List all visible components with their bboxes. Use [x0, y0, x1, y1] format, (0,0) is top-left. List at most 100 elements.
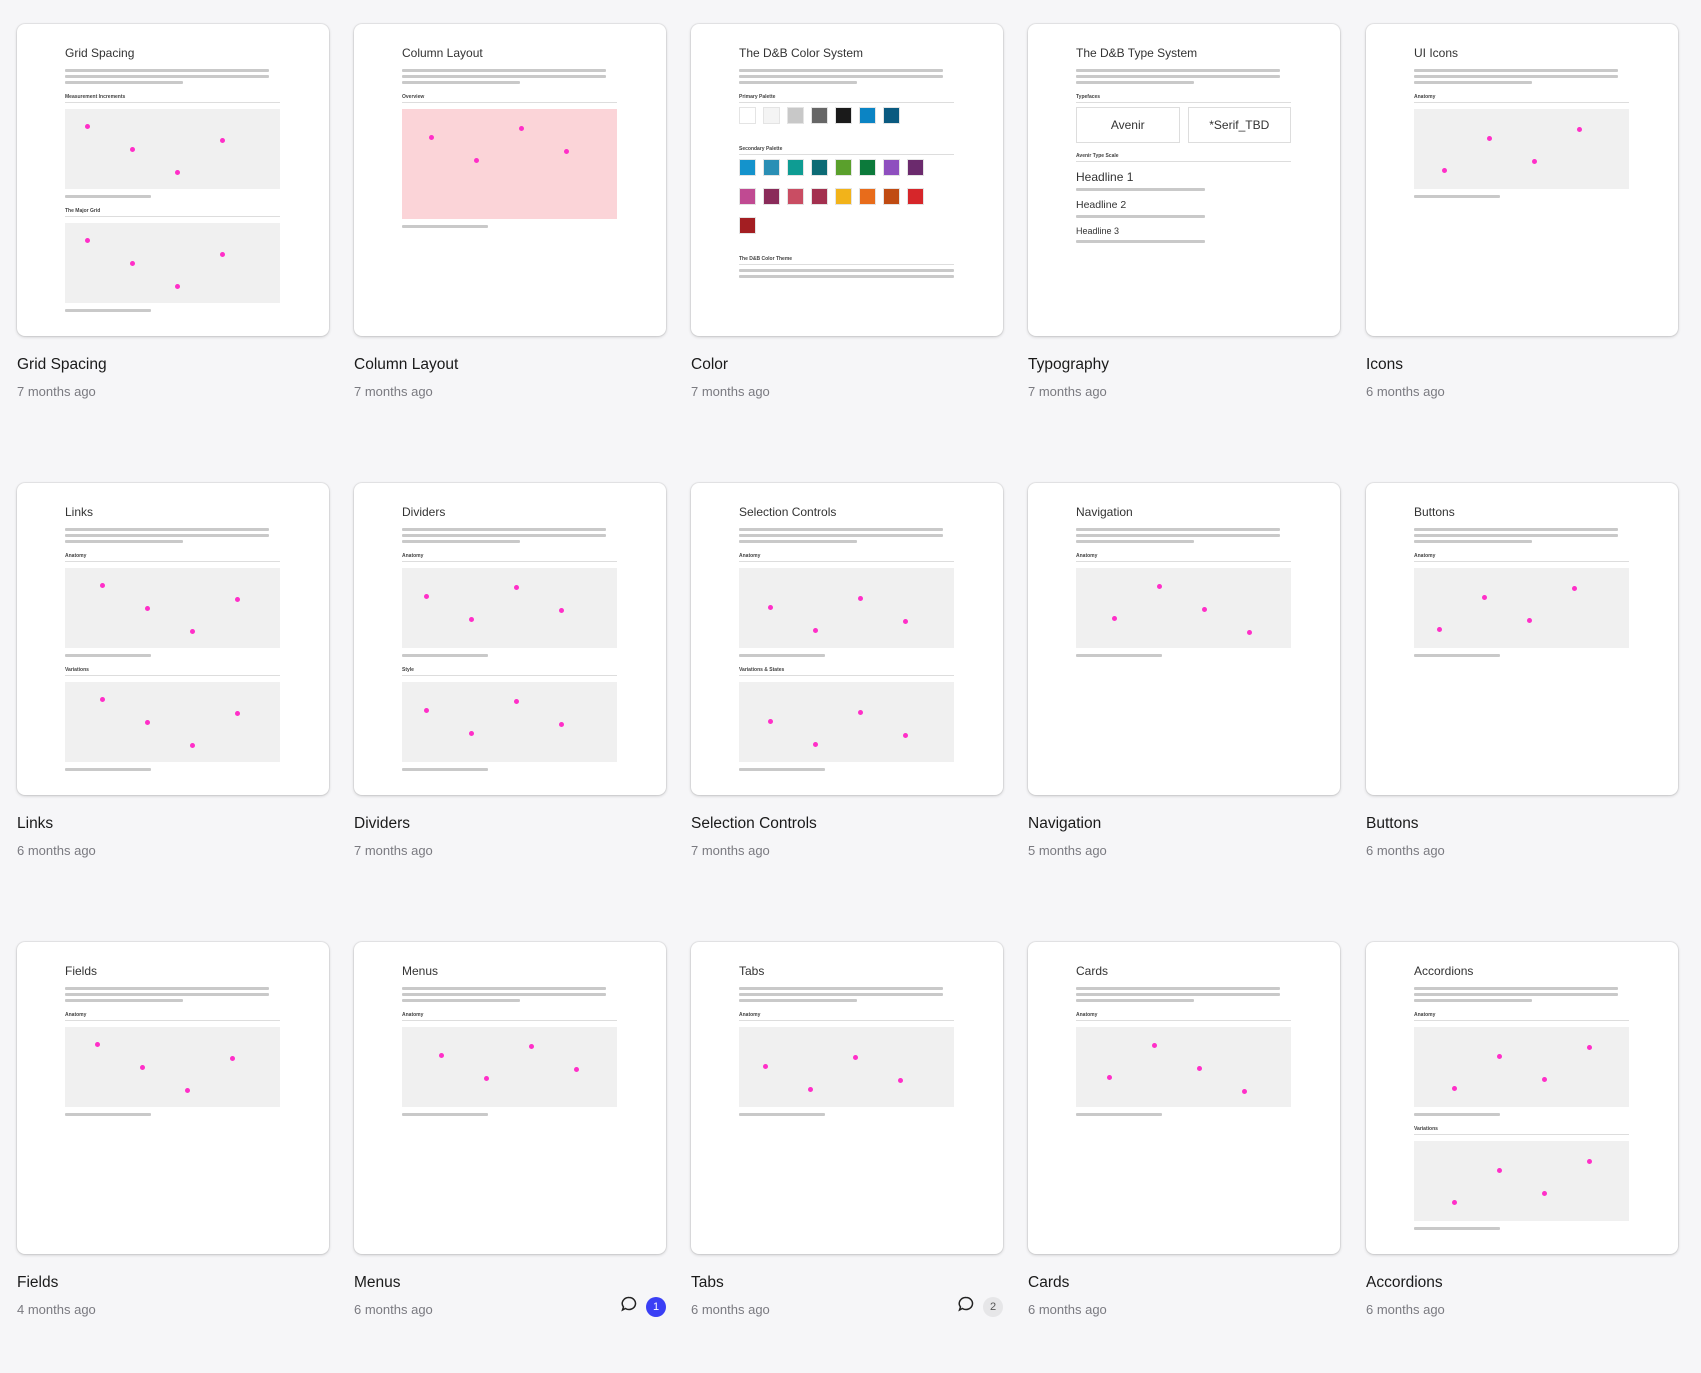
file-thumbnail[interactable]: Dividers Anatomy Style: [354, 483, 666, 795]
annotation-dot: [1152, 1043, 1157, 1048]
file-title[interactable]: Fields: [17, 1274, 59, 1291]
annotation-dot: [898, 1078, 903, 1083]
thumbnail-heading: Column Layout: [402, 46, 483, 60]
file-title[interactable]: Accordions: [1366, 1274, 1443, 1291]
annotation-dot: [1452, 1200, 1457, 1205]
annotation-dot: [1542, 1191, 1547, 1196]
annotation-dot: [235, 597, 240, 602]
file-thumbnail[interactable]: Buttons Anatomy: [1366, 483, 1678, 795]
text-line: [1414, 81, 1533, 84]
file-card[interactable]: Dividers Anatomy Style Dividers 7 months ago: [354, 483, 666, 858]
thumbnail-heading: Links: [65, 505, 94, 519]
thumbnail-content: Menus Anatomy: [402, 964, 617, 1119]
thumbnail-section-heading: Anatomy: [65, 1012, 280, 1021]
file-thumbnail[interactable]: The D&B Type System Typefaces Avenir *Serif…: [1028, 24, 1340, 336]
thumbnail-content: Navigation Anatomy: [1076, 505, 1291, 660]
text-line: [1414, 195, 1500, 198]
annotation-dot: [768, 719, 773, 724]
annotation-dot: [1202, 607, 1207, 612]
file-card[interactable]: Cards Anatomy Cards 6 months ago: [1028, 942, 1340, 1317]
file-thumbnail[interactable]: Grid Spacing Measurement Increments The Ma…: [17, 24, 329, 336]
file-title[interactable]: Navigation: [1028, 815, 1102, 832]
file-card[interactable]: The D&B Color System Primary Palette Secon…: [691, 24, 1003, 399]
file-title[interactable]: Menus: [354, 1274, 401, 1291]
thumbnail-section-heading: Anatomy: [402, 553, 617, 562]
file-card[interactable]: Buttons Anatomy Buttons 6 months ago: [1366, 483, 1678, 858]
file-thumbnail[interactable]: Cards Anatomy: [1028, 942, 1340, 1254]
file-card[interactable]: Fields Anatomy Fields 4 months ago: [17, 942, 329, 1317]
file-thumbnail[interactable]: Fields Anatomy: [17, 942, 329, 1254]
thumbnail-content: Grid Spacing Measurement Increments The Ma…: [65, 46, 280, 315]
thumbnail-heading: UI Icons: [1414, 46, 1459, 60]
file-thumbnail[interactable]: UI Icons Anatomy: [1366, 24, 1678, 336]
text-line: [1414, 75, 1619, 78]
annotation-dot: [85, 124, 90, 129]
thumbnail-diagram: [1414, 568, 1629, 648]
file-thumbnail[interactable]: Menus Anatomy: [354, 942, 666, 1254]
annotation-dot: [235, 711, 240, 716]
file-title[interactable]: Selection Controls: [691, 815, 817, 832]
text-line: [739, 999, 858, 1002]
file-thumbnail[interactable]: Selection Controls Anatomy Variations & St…: [691, 483, 1003, 795]
annotation-dot: [1112, 616, 1117, 621]
file-card[interactable]: Grid Spacing Measurement Increments The Ma…: [17, 24, 329, 399]
file-title[interactable]: Cards: [1028, 1274, 1070, 1291]
file-card[interactable]: Links Anatomy Variations Links 6 months ago: [17, 483, 329, 858]
file-title[interactable]: Links: [17, 815, 54, 832]
file-thumbnail[interactable]: Navigation Anatomy: [1028, 483, 1340, 795]
last-edited: 6 months ago: [1366, 843, 1445, 858]
text-line: [402, 540, 521, 543]
file-thumbnail[interactable]: Column Layout Overview: [354, 24, 666, 336]
file-card[interactable]: Navigation Anatomy Navigation 5 months ago: [1028, 483, 1340, 858]
file-card[interactable]: UI Icons Anatomy Icons 6 months ago: [1366, 24, 1678, 399]
file-card[interactable]: The D&B Type System Typefaces Avenir *Serif…: [1028, 24, 1340, 399]
file-thumbnail[interactable]: Accordions Anatomy Variations: [1366, 942, 1678, 1254]
thumbnail-diagram: [739, 682, 954, 762]
text-line: [739, 69, 944, 72]
annotation-dot: [95, 1042, 100, 1047]
annotation-dot: [559, 608, 564, 613]
text-line: [402, 534, 607, 537]
thumbnail-content: The D&B Color System Primary Palette Secon…: [739, 46, 954, 281]
color-swatch: [763, 188, 780, 205]
color-swatch: [859, 188, 876, 205]
file-title[interactable]: Dividers: [354, 815, 410, 832]
file-card[interactable]: Selection Controls Anatomy Variations & St…: [691, 483, 1003, 858]
text-line: [402, 654, 488, 657]
text-line: [65, 768, 151, 771]
color-swatch: [787, 188, 804, 205]
file-card[interactable]: Accordions Anatomy Variations Accordions 6 m…: [1366, 942, 1678, 1317]
thumbnail-section-heading: Anatomy: [402, 1012, 617, 1021]
file-thumbnail[interactable]: Tabs Anatomy: [691, 942, 1003, 1254]
annotation-dot: [559, 722, 564, 727]
thumbnail-content: Links Anatomy Variations: [65, 505, 280, 774]
file-card[interactable]: Column Layout Overview Column Layout 7 mont…: [354, 24, 666, 399]
file-thumbnail[interactable]: The D&B Color System Primary Palette Secon…: [691, 24, 1003, 336]
color-swatch: [787, 107, 804, 124]
file-title[interactable]: Color: [691, 356, 729, 373]
file-title[interactable]: Column Layout: [354, 356, 459, 373]
thumbnail-section-heading: Anatomy: [1414, 94, 1629, 103]
file-title[interactable]: Tabs: [691, 1274, 724, 1291]
color-swatch: [811, 159, 828, 176]
text-line: [65, 534, 270, 537]
comments-indicator[interactable]: 2: [957, 1295, 1003, 1318]
file-card[interactable]: Tabs Anatomy Tabs 6 months ago 2: [691, 942, 1003, 1317]
file-title[interactable]: Typography: [1028, 356, 1109, 373]
text-line: [739, 654, 825, 657]
file-card[interactable]: Menus Anatomy Menus 6 months ago 1: [354, 942, 666, 1317]
comments-indicator[interactable]: 1: [620, 1295, 666, 1318]
text-line: [1414, 69, 1619, 72]
file-thumbnail[interactable]: Links Anatomy Variations: [17, 483, 329, 795]
annotation-dot: [1587, 1045, 1592, 1050]
text-line: [1076, 1113, 1162, 1116]
annotation-dot: [858, 710, 863, 715]
file-title[interactable]: Buttons: [1366, 815, 1419, 832]
annotation-dot: [190, 743, 195, 748]
file-title[interactable]: Icons: [1366, 356, 1404, 373]
last-edited: 6 months ago: [1366, 1302, 1445, 1317]
file-title[interactable]: Grid Spacing: [17, 356, 107, 373]
text-line: [1414, 1113, 1500, 1116]
thumbnail-section-heading: Anatomy: [739, 553, 954, 562]
annotation-dot: [514, 699, 519, 704]
